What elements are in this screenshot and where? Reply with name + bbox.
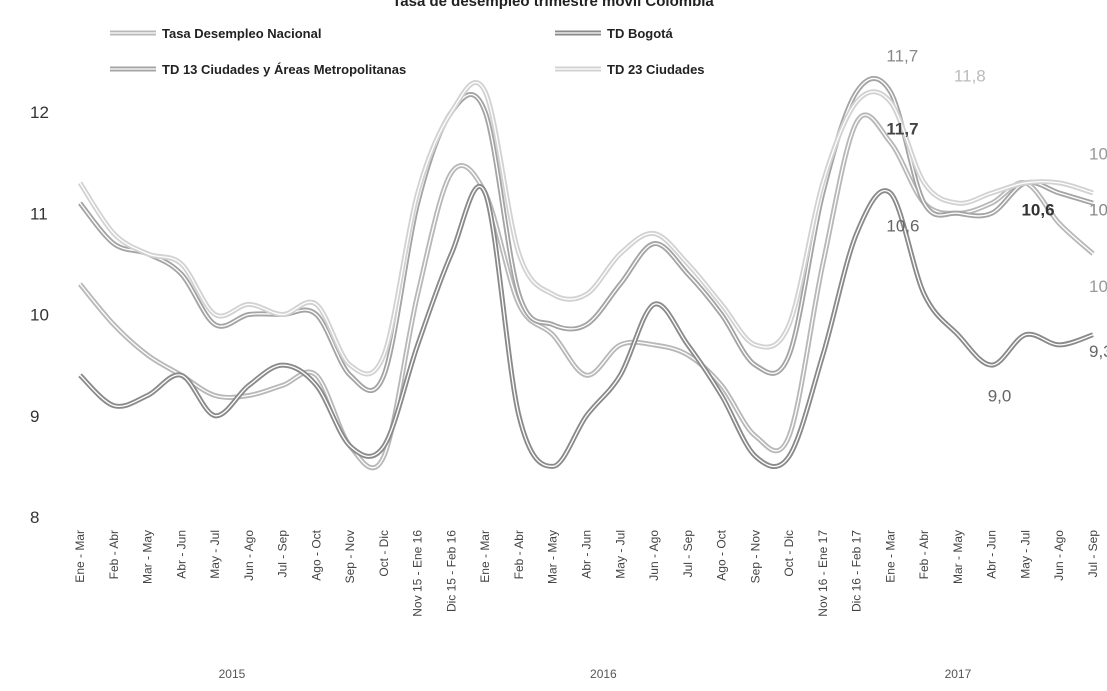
y-tick-label: 12 <box>30 103 49 122</box>
x-tick-label: Nov 16 - Ene 17 <box>816 530 830 617</box>
series-line-core-0 <box>79 114 1094 469</box>
x-tick-label: Jun - Ago <box>242 530 256 581</box>
series-line-core-2 <box>79 77 1094 392</box>
series-line-core-1 <box>79 185 1094 468</box>
data-label: 10,1 <box>1089 277 1107 296</box>
data-labels: 11,7 11,8 11,7 10,6 10,7 10,6 10,6 10,1 9,3 9,0 <box>886 46 1107 405</box>
x-tick-label: May - Jul <box>613 530 627 579</box>
series-line-core-3 <box>79 82 1094 375</box>
x-tick-label: Ene - Mar <box>478 530 492 583</box>
x-tick-label: Ene - Mar <box>73 530 87 583</box>
year-label: 2016 <box>590 667 617 681</box>
series-line-2 <box>78 75 1094 393</box>
x-tick-label: Mar - May <box>141 530 155 584</box>
x-tick-label: Jul - Sep <box>276 530 290 578</box>
x-tick-label: Mar - May <box>951 530 965 584</box>
data-label: 11,7 <box>886 46 918 65</box>
x-tick-label: Jun - Ago <box>647 530 661 581</box>
x-axis: Ene - Mar Feb - Abr Mar - May Abr - Jun May … <box>73 529 1100 616</box>
x-tick-label: Feb - Abr <box>917 530 931 579</box>
legend: Tasa Desempleo Nacional TD Bogotá TD 13 Ci… <box>110 26 705 77</box>
x-tick-label: Dic 16 - Feb 17 <box>850 530 864 612</box>
x-tick-label: Jul - Sep <box>681 530 695 578</box>
x-tick-label: Ene - Mar <box>883 530 897 583</box>
chart-title: Tasa de desempleo trimestre móvil Colomb… <box>392 0 714 10</box>
x-tick-label: Abr - Jun <box>985 530 999 579</box>
year-label: 2017 <box>945 667 972 681</box>
year-label: 2015 <box>219 667 246 681</box>
legend-label: Tasa Desempleo Nacional <box>162 26 321 41</box>
x-tick-label: Jul - Sep <box>1086 530 1100 578</box>
x-tick-label: Jun - Ago <box>1052 530 1066 581</box>
data-label: 11,7 <box>886 119 918 138</box>
x-tick-label: Feb - Abr <box>512 530 526 579</box>
x-tick-label: Nov 15 - Ene 16 <box>411 530 425 617</box>
data-label: 9,0 <box>988 387 1012 406</box>
y-tick-label: 11 <box>30 204 48 223</box>
x-tick-label: Ago - Oct <box>309 529 323 580</box>
x-tick-label: Oct - Dic <box>782 530 796 577</box>
data-label: 10,6 <box>1089 200 1107 219</box>
x-tick-label: Mar - May <box>546 530 560 584</box>
data-label: 10,7 <box>1089 145 1107 164</box>
y-tick-label: 10 <box>30 306 49 325</box>
x-tick-label: Ago - Oct <box>715 529 729 580</box>
plot-area <box>77 75 1095 471</box>
data-label: 11,8 <box>954 67 986 86</box>
y-tick-label: 8 <box>30 508 39 527</box>
data-label: 9,3 <box>1089 342 1107 361</box>
x-tick-label: Abr - Jun <box>174 530 188 579</box>
year-labels: 2015 2016 2017 <box>219 667 972 681</box>
data-label: 10,6 <box>886 216 919 235</box>
y-tick-label: 9 <box>30 407 39 426</box>
legend-label: TD 13 Ciudades y Áreas Metropolitanas <box>162 62 406 77</box>
x-tick-label: May - Jul <box>208 530 222 579</box>
x-tick-label: Abr - Jun <box>580 530 594 579</box>
x-tick-label: Sep - Nov <box>748 530 762 583</box>
x-tick-label: Oct - Dic <box>377 530 391 577</box>
legend-label: TD Bogotá <box>607 26 673 41</box>
x-tick-label: May - Jul <box>1018 530 1032 579</box>
series-line-3 <box>77 80 1094 377</box>
x-tick-label: Dic 15 - Feb 16 <box>444 530 458 612</box>
x-tick-label: Feb - Abr <box>107 530 121 579</box>
y-axis: 8 9 10 11 12 <box>30 103 49 527</box>
x-tick-label: Sep - Nov <box>343 530 357 583</box>
data-label: 10,6 <box>1021 200 1054 219</box>
legend-label: TD 23 Ciudades <box>607 62 705 77</box>
